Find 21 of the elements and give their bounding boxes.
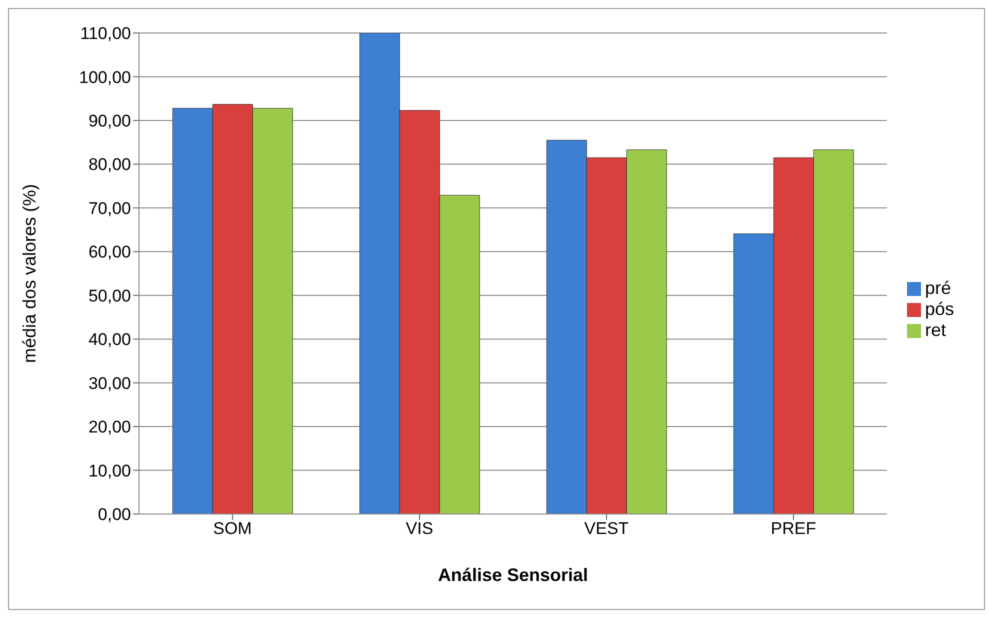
x-tick-label: PREF <box>770 519 816 538</box>
legend-label: pré <box>924 278 951 298</box>
y-tick-label: 100,00 <box>79 68 131 87</box>
legend-label: pós <box>924 298 954 318</box>
y-tick-label: 80,00 <box>88 155 131 174</box>
x-tick-label: SOM <box>213 519 252 538</box>
y-tick-label: 20,00 <box>88 418 131 437</box>
y-tick-label: 60,00 <box>88 242 131 262</box>
y-tick-label: 10,00 <box>88 461 131 480</box>
x-tick-label: VIS <box>406 519 434 538</box>
y-tick-label: 90,00 <box>88 111 131 130</box>
x-tick-label: VEST <box>584 519 629 538</box>
y-tick-label: 30,00 <box>88 374 131 393</box>
y-axis-title: média dos valores (%) <box>19 184 40 364</box>
y-tick-label: 0,00 <box>98 505 131 524</box>
y-tick-label: 50,00 <box>88 286 131 306</box>
y-tick-label: 70,00 <box>88 198 131 218</box>
x-axis-title: Análise Sensorial <box>438 565 588 585</box>
y-tick-label: 110,00 <box>80 24 131 44</box>
legend-label: ret <box>924 320 946 340</box>
y-tick-label: 40,00 <box>88 330 131 350</box>
